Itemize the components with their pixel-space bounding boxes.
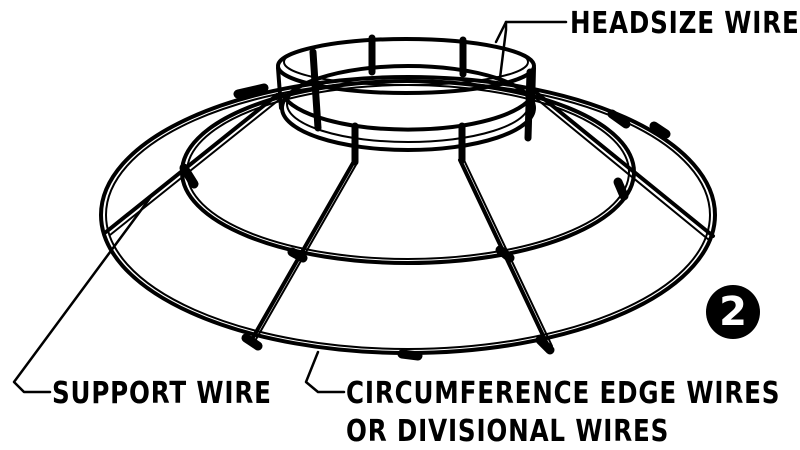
leader-headsize [494,20,568,80]
middle-circumference-wire [180,79,636,265]
support-wire-label: SUPPORT WIRE [52,376,272,411]
headsize-wires-label: HEADSIZE WIRES [570,6,800,41]
leader-circumference [304,350,346,394]
wire-joints [179,83,671,361]
figure-number-badge: 2 [706,285,760,339]
headsize-ties [309,34,534,166]
circumference-label-line2: OR DIVISIONAL WIRES [346,414,670,449]
leader-support [12,196,152,394]
circumference-label-line1: CIRCUMFERENCE EDGE WIRES [346,376,781,411]
headsize-band [276,37,536,152]
